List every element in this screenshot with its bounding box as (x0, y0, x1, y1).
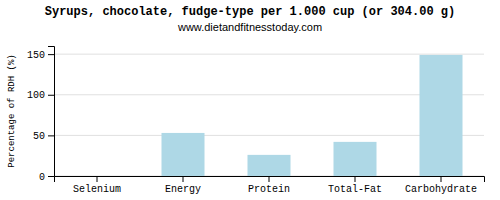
y-tick-mark (48, 135, 54, 136)
x-axis: Selenium Energy Protein Total-Fat Carbohydra… (55, 176, 485, 195)
y-axis: 0 50 100 150 (27, 47, 55, 183)
x-tick: Protein (248, 176, 290, 195)
y-tick-label: 100 (27, 90, 45, 101)
y-tick-label: 0 (39, 172, 45, 183)
bar (334, 142, 377, 176)
x-tick: Carbohydrate (405, 176, 477, 195)
chart: Syrups, chocolate, fudge-type per 1.000 … (0, 0, 500, 200)
x-tick-mark (441, 176, 442, 182)
title: Syrups, chocolate, fudge-type per 1.000 … (45, 5, 455, 19)
x-tick-mark (269, 176, 270, 182)
y-tick: 150 (27, 50, 54, 61)
y-axis-line (48, 47, 55, 177)
subtitle: www.dietandfitnesstoday.com (177, 21, 322, 33)
x-tick-mark (355, 176, 356, 182)
x-axis-line (55, 177, 485, 183)
bar (420, 55, 463, 176)
x-tick: Energy (165, 176, 201, 195)
y-tick-label: 150 (27, 50, 45, 61)
bar (248, 155, 291, 176)
bar (162, 133, 205, 176)
y-tick-mark (48, 54, 54, 55)
y-tick-label: 50 (33, 131, 45, 142)
x-tick: Selenium (73, 176, 121, 195)
grid (54, 54, 484, 176)
x-tick-label: Energy (165, 184, 201, 195)
y-tick: 50 (33, 131, 54, 142)
x-tick-label: Carbohydrate (405, 184, 477, 195)
bar (76, 176, 119, 177)
y-tick-mark (48, 176, 54, 177)
grid-line (54, 54, 484, 55)
plot: Selenium Energy Protein Total-Fat Carbohydra… (7, 47, 485, 196)
x-tick-mark (97, 176, 98, 182)
x-tick-label: Protein (248, 184, 290, 195)
y-tick: 100 (27, 90, 54, 101)
y-axis-title: Percentage of RDH (%) (7, 54, 17, 167)
y-tick-mark (48, 95, 54, 96)
x-tick-mark (183, 176, 184, 182)
chart-container: Syrups, chocolate, fudge-type per 1.000 … (0, 0, 500, 200)
x-tick-label: Selenium (73, 184, 121, 195)
y-tick: 0 (39, 172, 54, 183)
x-tick-label: Total-Fat (328, 184, 382, 195)
x-tick: Total-Fat (328, 176, 382, 195)
bars (162, 55, 463, 176)
